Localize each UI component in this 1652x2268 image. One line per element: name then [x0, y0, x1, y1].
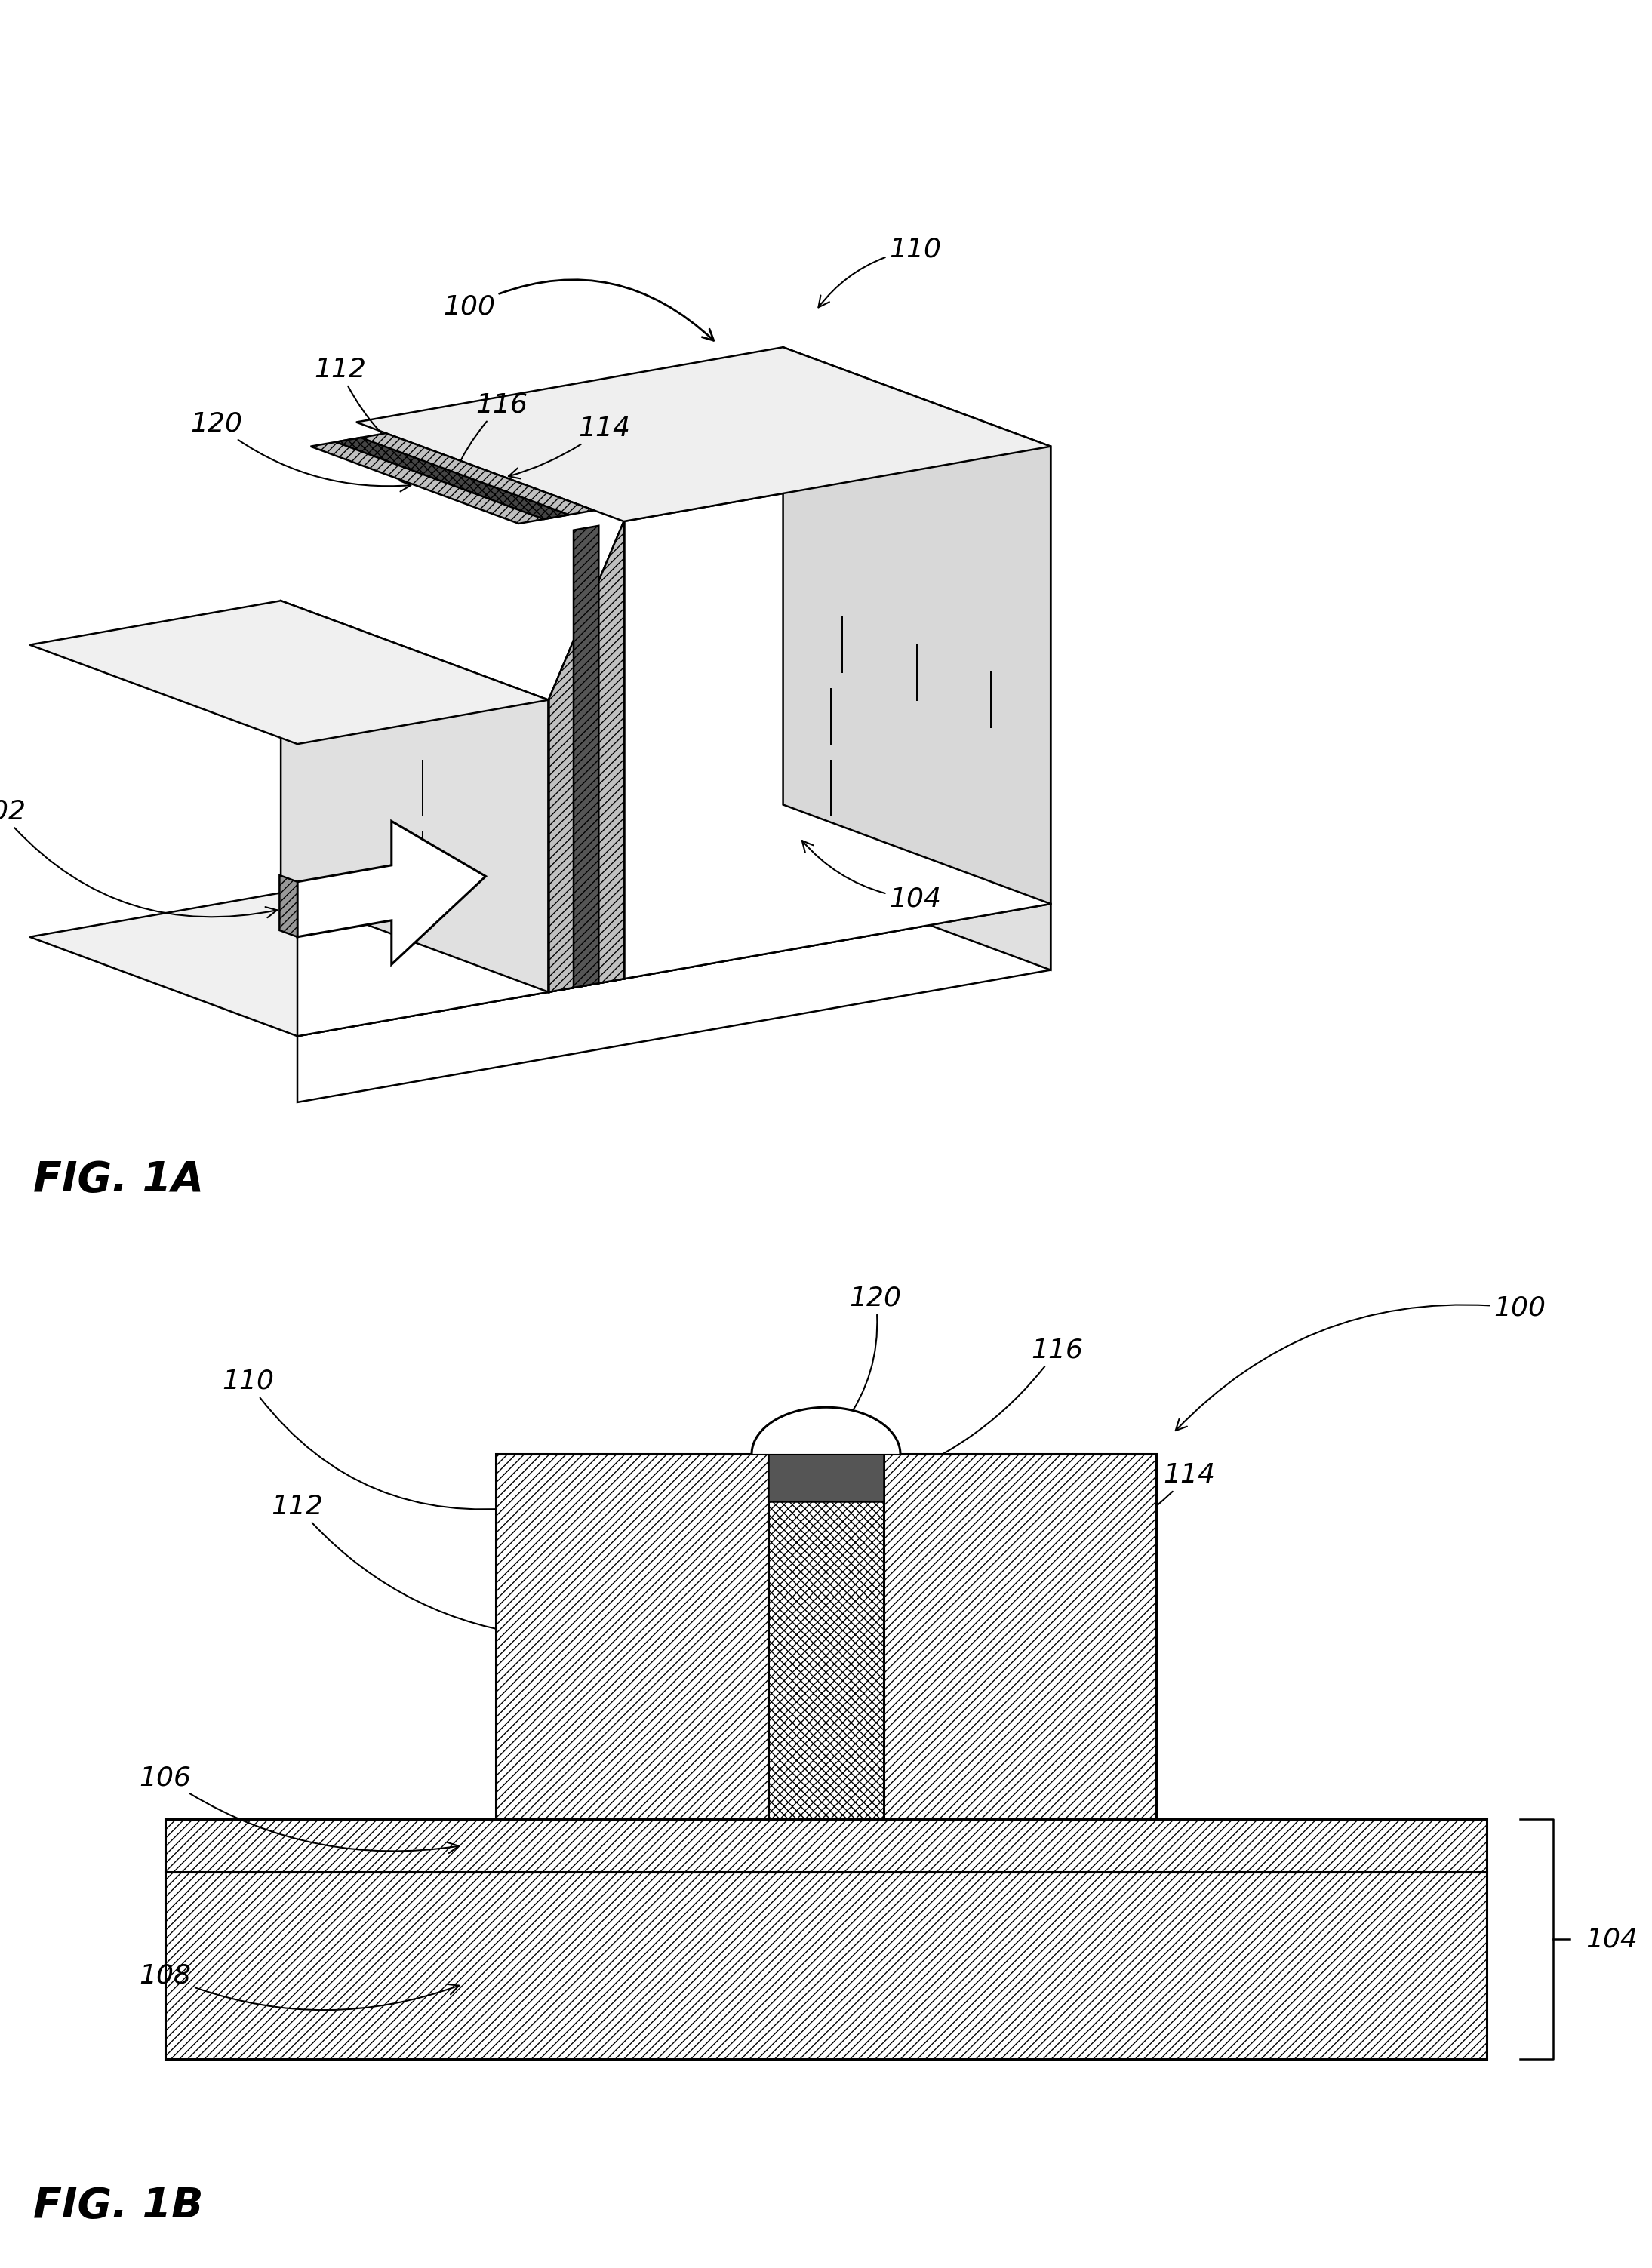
Polygon shape: [357, 347, 1051, 522]
Polygon shape: [297, 701, 548, 1036]
Polygon shape: [30, 601, 548, 744]
Bar: [496, 1454, 1156, 1819]
Text: 110: 110: [221, 1368, 525, 1513]
Text: 108: 108: [139, 1964, 459, 2009]
Bar: [496, 1454, 1156, 1819]
Text: 110: 110: [818, 236, 942, 308]
Bar: [165, 1871, 1487, 2059]
Text: 106: 106: [139, 1765, 459, 1853]
Text: 100: 100: [1176, 1295, 1546, 1431]
Text: 114: 114: [895, 1463, 1216, 1640]
Bar: [165, 1871, 1487, 2059]
Polygon shape: [281, 601, 548, 991]
Text: 100: 100: [443, 279, 714, 340]
Text: 112: 112: [314, 356, 420, 465]
Text: FIG. 1B: FIG. 1B: [33, 2186, 203, 2227]
Text: 120: 120: [190, 411, 411, 492]
Text: 116: 116: [453, 392, 529, 474]
Bar: [165, 1819, 1487, 1871]
Polygon shape: [548, 522, 624, 991]
Text: 102: 102: [0, 798, 278, 919]
Polygon shape: [30, 805, 1051, 1036]
Bar: [768, 1454, 884, 1819]
Text: 104: 104: [803, 841, 942, 912]
Polygon shape: [297, 905, 1051, 1102]
Polygon shape: [752, 1408, 900, 1454]
Bar: [165, 1819, 1487, 1871]
Bar: [768, 1454, 884, 1501]
Text: 112: 112: [271, 1495, 542, 1640]
Polygon shape: [279, 875, 297, 937]
Text: 120: 120: [844, 1286, 902, 1422]
Polygon shape: [281, 880, 624, 991]
Polygon shape: [783, 347, 1051, 905]
Text: FIG. 1A: FIG. 1A: [33, 1159, 203, 1200]
Polygon shape: [624, 447, 1051, 980]
Polygon shape: [297, 821, 486, 964]
Text: 104: 104: [1586, 1926, 1639, 1953]
Polygon shape: [783, 805, 1051, 971]
Polygon shape: [311, 433, 595, 524]
Polygon shape: [573, 526, 598, 987]
Polygon shape: [548, 522, 624, 991]
Text: 116: 116: [895, 1338, 1084, 1476]
Bar: [768, 1454, 884, 1819]
Polygon shape: [335, 438, 568, 519]
Text: 114: 114: [509, 415, 629, 479]
